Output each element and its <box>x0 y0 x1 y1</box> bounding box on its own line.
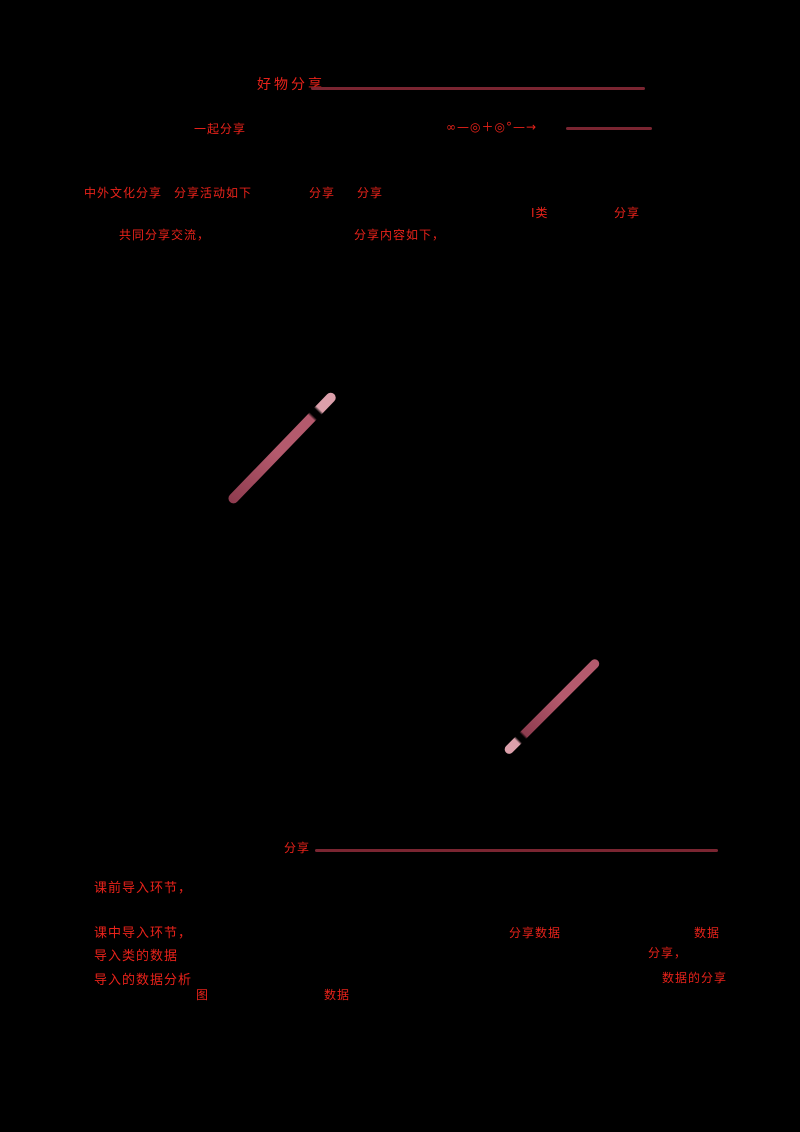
note-row4-class: Ⅰ类 <box>531 206 549 220</box>
note-row3-label-1: 分享 <box>309 186 336 200</box>
list-item-2: 课中导入环节， <box>94 926 193 941</box>
list-item-3: 导入类的数据 <box>94 949 179 964</box>
note-row3-mid: 分享活动如下 <box>174 186 253 200</box>
title-underline <box>311 87 645 90</box>
mid-section-underline <box>315 849 718 852</box>
right-note-2: 数据 <box>694 926 721 940</box>
formula-underline <box>566 127 652 130</box>
right-note-4: 数据的分享 <box>662 971 728 985</box>
formula-note: ∞—◎＋◎°—→ <box>446 120 537 134</box>
footer-note-2: 数据 <box>324 988 351 1002</box>
list-item-4: 导入的数据分析 <box>94 973 193 988</box>
subtitle-note: 一起分享 <box>194 122 247 136</box>
note-row3-left: 中外文化分享 <box>84 186 163 200</box>
mid-section-label: 分享 <box>284 841 311 855</box>
chalk-stick-lower <box>502 657 602 756</box>
board-title: 好物分享 <box>257 77 325 93</box>
note-row5-mid: 分享内容如下， <box>354 228 446 242</box>
list-item-1: 课前导入环节， <box>94 881 193 896</box>
right-note-1: 分享数据 <box>509 926 562 940</box>
chalk-stick-upper <box>226 390 338 506</box>
right-note-3: 分享， <box>648 946 688 960</box>
note-row5-left: 共同分享交流， <box>119 228 211 242</box>
footer-note-1: 图 <box>196 988 210 1002</box>
note-row3-label-2: 分享 <box>357 186 384 200</box>
note-row4-label: 分享 <box>614 206 641 220</box>
